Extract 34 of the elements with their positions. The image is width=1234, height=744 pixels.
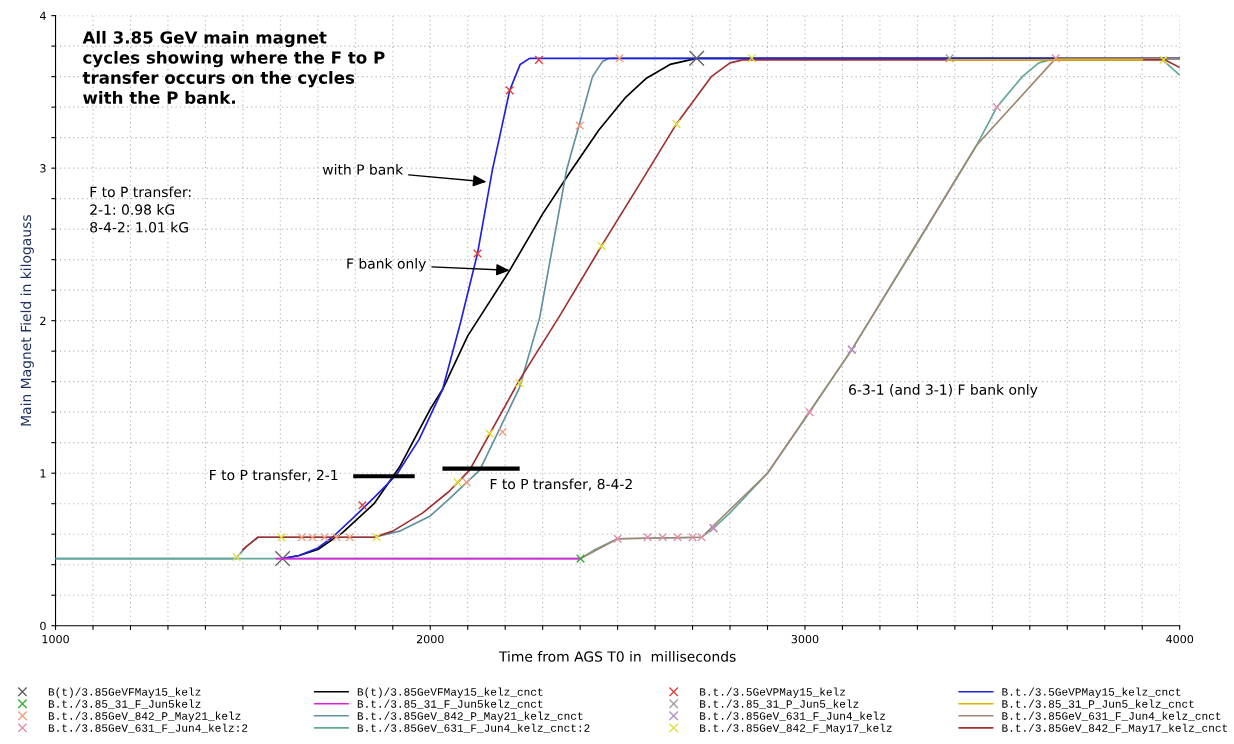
legend-label: B.t./3.5GeVPMay15_kelz_cnct (1002, 687, 1181, 698)
annotation: with P bank (322, 164, 404, 175)
legend-label: B.t./3.85GeV_631_F_Jun4_kelz_cnct:2 (357, 723, 590, 733)
y-tick-label: 0 (40, 621, 46, 631)
y-tick-label: 4 (39, 11, 46, 20)
legend-label: B.t./3.85GeV_631_F_Jun4_kelz:2 (48, 723, 248, 733)
text: All 3.85 GeV main magnet cycles showing where the F to P transfer occurs on the cycles with the P bank. (82, 30, 385, 104)
y-tick-label: 1 (40, 469, 46, 478)
x-tick-label: 4000 (1166, 634, 1194, 644)
legend-label: B.t./3.85_31_P_Jun5_kelz_cnct (1002, 699, 1194, 709)
legend-label: B.t./3.85_31_P_Jun5_kelz (700, 699, 859, 709)
x-axis-title: Time from AGS T0 in milliseconds (498, 651, 736, 662)
legend-label: B.t./3.85GeV_631_F_Jun4_kelz_cnct (1002, 711, 1221, 721)
legend-label: B.t./3.85GeV_842_P_May21_kelz (48, 711, 241, 722)
legend-label: B.t./3.85_31_F_Jun5kelz_cnct (357, 699, 543, 709)
legend-label: B.t./3.85GeV_842_P_May21_kelz_cnct (357, 711, 583, 722)
legend-label: B(t)/3.85GeVFMay15_kelz_cnct (357, 687, 543, 698)
legend-label: B.t./3.85GeV_631_F_Jun4_kelz (700, 711, 886, 721)
legend-label: B.t./3.85_31_F_Jun5kelz (48, 699, 201, 709)
annotation: F bank only (347, 258, 426, 272)
x-tick-label: 1000 (42, 634, 69, 644)
y-axis-title: Main Magnet Field in kilogauss (20, 215, 34, 426)
legend-label: B.t./3.5GeVPMay15_kelz (700, 687, 846, 698)
x-tick-label: 2000 (416, 634, 444, 644)
legend-label: B.t./3.85GeV_842_F_May17_kelz (700, 723, 892, 734)
y-tick-label: 3 (40, 164, 46, 173)
legend-label: B.t./3.85GeV_842_F_May17_kelz_cnct (1002, 723, 1228, 734)
annotation: F to P transfer, 2-1 (210, 469, 338, 482)
annotation: F to P transfer, 8-4-2 (490, 478, 632, 491)
annotation: 6-3-1 (and 3-1) F bank only (849, 384, 1038, 398)
y-tick-label: 2 (40, 316, 46, 325)
x-tick-label: 3000 (791, 634, 819, 644)
legend-label: B(t)/3.85GeVFMay15_kelz (48, 687, 201, 698)
annotation: F to P transfer: 2-1: 0.98 kG 8-4-2: 1.01 kG (90, 186, 191, 233)
